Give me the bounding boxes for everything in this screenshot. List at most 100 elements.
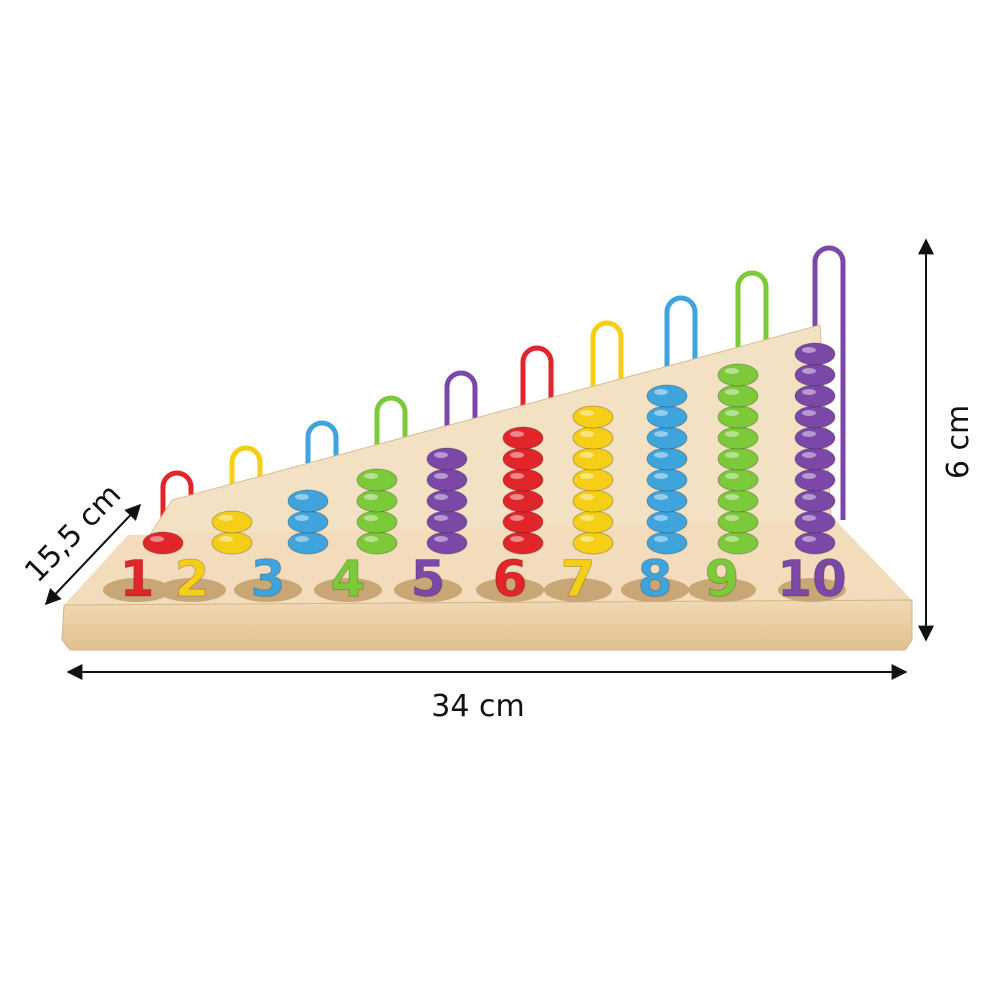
piece-slot: [394, 578, 462, 602]
bead: [794, 384, 836, 408]
bead-shine: [802, 389, 816, 395]
bead: [426, 468, 468, 492]
bead-shine: [725, 473, 739, 479]
bead-shine: [654, 431, 668, 437]
bead: [356, 489, 398, 513]
bead-shine: [295, 494, 309, 500]
bead-shine: [510, 515, 524, 521]
bead-shine: [580, 536, 594, 542]
bead-shine: [295, 536, 309, 542]
bead: [287, 510, 329, 534]
bead: [502, 426, 544, 450]
bead: [646, 468, 688, 492]
bead: [572, 468, 614, 492]
bead: [794, 447, 836, 471]
rod: [229, 445, 263, 545]
bead-shine: [802, 347, 816, 353]
width-label: 34 cm: [431, 689, 524, 724]
bead: [572, 510, 614, 534]
bead-shine: [434, 452, 448, 458]
bead: [646, 405, 688, 429]
bead: [717, 405, 759, 429]
number-piece: 7: [561, 550, 596, 608]
bead-shine: [725, 515, 739, 521]
bead-shine: [654, 389, 668, 395]
bead: [794, 363, 836, 387]
bead-shine: [725, 536, 739, 542]
bead-shine: [654, 536, 668, 542]
number-piece: 8: [638, 550, 673, 608]
bead-shine: [654, 494, 668, 500]
bead: [572, 489, 614, 513]
bead-shine: [295, 515, 309, 521]
bead-shine: [219, 536, 233, 542]
bead-shine: [510, 494, 524, 500]
bead: [717, 384, 759, 408]
bead: [646, 447, 688, 471]
bead: [287, 489, 329, 513]
piece-slot: [778, 578, 846, 602]
rod: [590, 320, 624, 545]
bead-shine: [580, 431, 594, 437]
number-piece: 4: [331, 550, 366, 608]
bead: [794, 489, 836, 513]
bead-shine: [802, 494, 816, 500]
bead-shine: [434, 494, 448, 500]
bead-shine: [725, 368, 739, 374]
bead-shine: [434, 536, 448, 542]
bead: [356, 510, 398, 534]
bead: [717, 468, 759, 492]
bead: [794, 405, 836, 429]
rod: [160, 470, 194, 545]
bead: [717, 489, 759, 513]
bead: [142, 531, 184, 555]
bead-shine: [580, 452, 594, 458]
bead-shine: [802, 452, 816, 458]
bead-shine: [580, 494, 594, 500]
number-piece: 10: [777, 550, 847, 608]
bead-shine: [364, 536, 378, 542]
bead-shine: [580, 515, 594, 521]
bead-shine: [364, 473, 378, 479]
bead: [717, 447, 759, 471]
bead: [794, 510, 836, 534]
bead-shine: [434, 515, 448, 521]
bead-shine: [510, 536, 524, 542]
bead: [646, 426, 688, 450]
bead-shine: [802, 536, 816, 542]
bead: [426, 510, 468, 534]
bead: [502, 510, 544, 534]
piece-slot: [314, 578, 382, 602]
bead: [502, 489, 544, 513]
bead-shine: [725, 494, 739, 500]
bead: [646, 384, 688, 408]
rod: [374, 395, 408, 545]
beads: [142, 342, 836, 555]
bead-shine: [580, 473, 594, 479]
bead: [572, 426, 614, 450]
bead-shine: [654, 452, 668, 458]
bead-shine: [654, 473, 668, 479]
rod: [664, 295, 698, 545]
bead-shine: [510, 431, 524, 437]
bead-shine: [364, 494, 378, 500]
bead-shine: [510, 452, 524, 458]
number-piece: 2: [175, 550, 210, 608]
piece-slot: [476, 578, 544, 602]
bead: [646, 489, 688, 513]
bead-shine: [802, 410, 816, 416]
rod: [444, 370, 478, 545]
bead-shine: [364, 515, 378, 521]
bead: [572, 447, 614, 471]
bead-shine: [802, 473, 816, 479]
piece-slot: [621, 578, 689, 602]
bead-shine: [434, 473, 448, 479]
number-piece: 6: [493, 550, 528, 608]
number-piece: 5: [411, 550, 446, 608]
number-piece: 9: [705, 550, 740, 608]
bead-shine: [580, 410, 594, 416]
bead-shine: [725, 410, 739, 416]
piece-slot: [544, 578, 612, 602]
bead-shine: [725, 389, 739, 395]
